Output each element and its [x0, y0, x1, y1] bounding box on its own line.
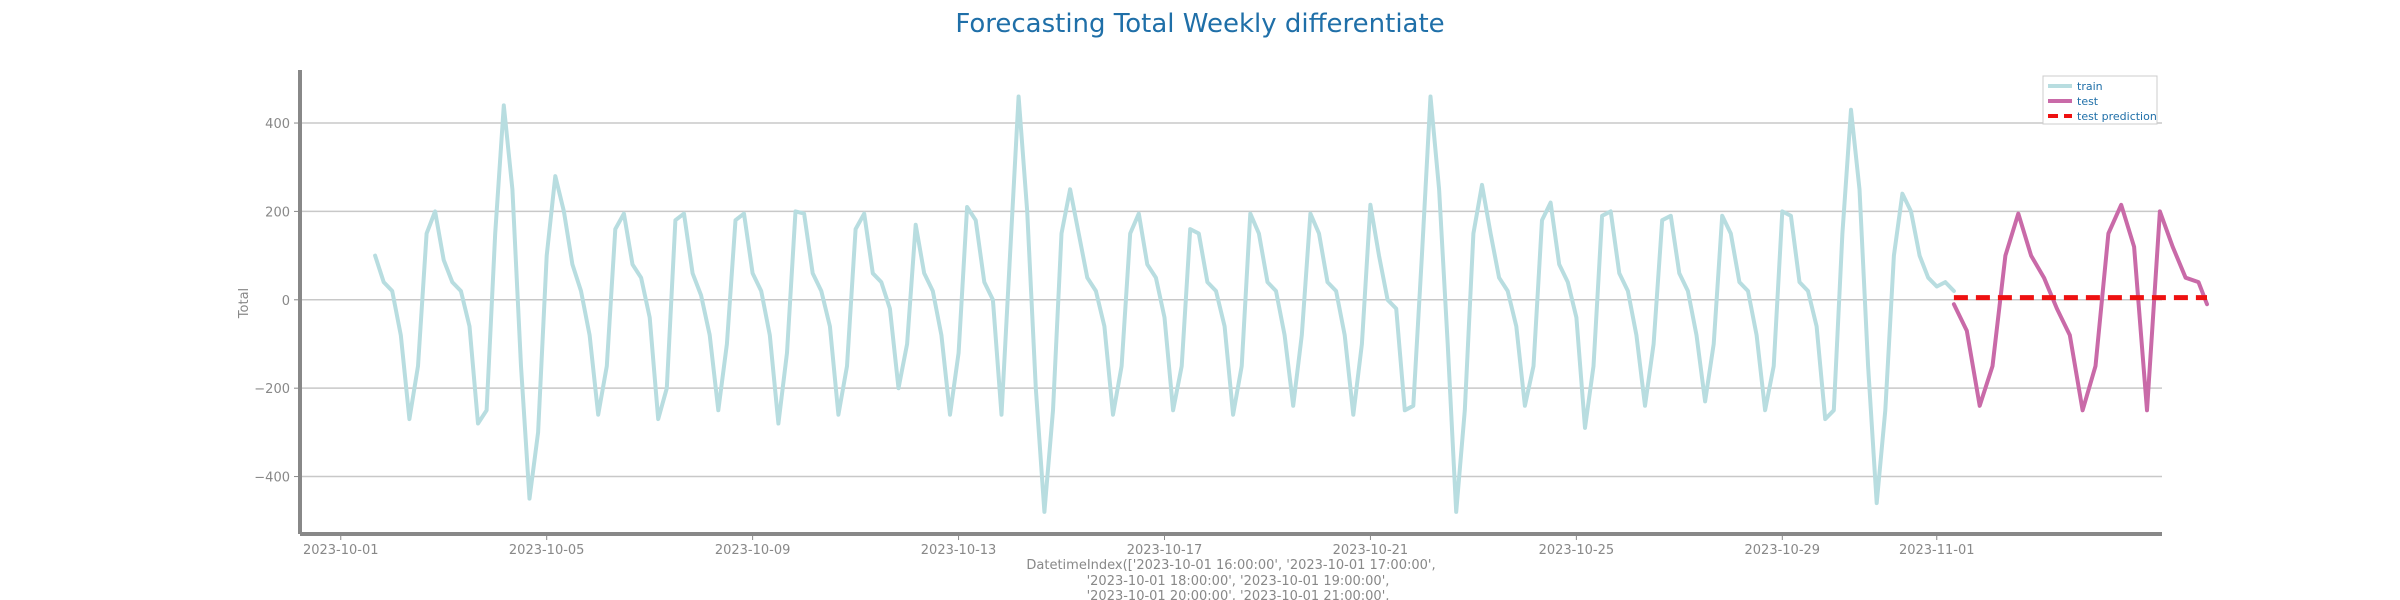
x-axis-title-line-1: DatetimeIndex(['2023-10-01 16:00:00', '2…: [1026, 558, 1435, 573]
axis-layer: −400 −200 0 200 400 2023-10-01 2023-10-05 2023-…: [254, 70, 2162, 558]
x-tick-label: 2023-10-25: [1539, 543, 1615, 558]
series-line-train: [373, 94, 1956, 514]
y-tick-label: 0: [282, 294, 290, 309]
x-tick-label: 2023-10-09: [715, 543, 791, 558]
x-tick-label: 2023-10-05: [509, 543, 585, 558]
y-tick-label: 200: [265, 205, 290, 220]
legend-label-train: train: [2077, 80, 2103, 93]
legend-label-test: test: [2077, 95, 2099, 108]
x-tick-label: 2023-10-13: [921, 543, 997, 558]
chart-title: Forecasting Total Weekly differentiate: [955, 9, 1444, 39]
x-tick-label: 2023-10-21: [1333, 543, 1409, 558]
x-tick-label: 2023-10-01: [303, 543, 379, 558]
x-tick-label: 2023-11-01: [1899, 543, 1975, 558]
y-tick-label: −400: [254, 471, 290, 486]
x-tick-label: 2023-10-17: [1127, 543, 1203, 558]
x-axis-title-line-2: '2023-10-01 18:00:00', '2023-10-01 19:00…: [1087, 574, 1390, 589]
series-line-test: [1951, 202, 2209, 413]
legend-label-test-prediction: test prediction: [2077, 110, 2157, 123]
x-tick-label: 2023-10-29: [1745, 543, 1821, 558]
y-tick-label: 400: [265, 117, 290, 132]
legend: train test test prediction: [2042, 75, 2158, 125]
y-tick-label: −200: [254, 382, 290, 397]
y-axis-title: Total: [237, 288, 252, 319]
x-axis-title-line-3: '2023-10-01 20:00:00', '2023-10-01 21:00…: [1087, 589, 1390, 600]
series-layer: [373, 94, 2209, 514]
